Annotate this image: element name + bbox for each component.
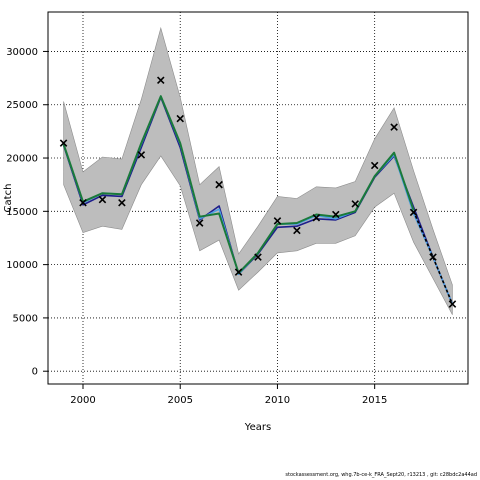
footer-note: stockassessment.org, whg.7b-ce-k_FRA_Sep… (285, 472, 477, 478)
observed-point (137, 151, 146, 159)
confidence-band (63, 26, 453, 315)
x-tick-label: 2010 (265, 395, 290, 406)
observed-point (215, 180, 223, 189)
observed-point (448, 300, 457, 308)
observed-point (176, 114, 184, 123)
y-tick-label: 25000 (6, 100, 38, 111)
observed-point (409, 208, 418, 217)
observed-point (293, 226, 301, 235)
observed-point (390, 123, 398, 131)
y-tick-label: 10000 (6, 260, 38, 271)
observed-point (351, 200, 359, 208)
y-tick-label: 0 (32, 367, 38, 378)
observed-point (273, 217, 282, 225)
x-axis-title: Years (244, 422, 271, 433)
observed-point (429, 253, 437, 261)
observed-point (370, 161, 379, 170)
observed-point (79, 199, 87, 207)
observed-point (312, 213, 321, 222)
y-tick-label: 20000 (6, 154, 38, 165)
y-axis-title: Catch (3, 184, 14, 213)
observed-point (234, 268, 243, 276)
observed-point (59, 139, 68, 147)
observed-point (332, 210, 340, 219)
observed-markers (59, 76, 457, 308)
axes: 2000 2005 2010 2015 0 5000 10000 15000 20000 2500… (6, 11, 469, 406)
forecast-line (412, 210, 454, 305)
observed-point (157, 76, 165, 84)
observed-point (195, 219, 204, 227)
y-tick-label: 15000 (6, 207, 38, 218)
observed-point (254, 253, 262, 261)
x-tick-label: 2015 (362, 395, 387, 406)
plot-frame (47, 11, 469, 385)
observed-point (118, 199, 126, 207)
y-tick-label: 30000 (6, 47, 38, 58)
x-tick-label: 2000 (70, 395, 95, 406)
confidence-band-area (63, 26, 453, 315)
y-tick-label: 5000 (13, 313, 38, 324)
observed-point (98, 195, 107, 204)
x-tick-label: 2005 (167, 395, 192, 406)
